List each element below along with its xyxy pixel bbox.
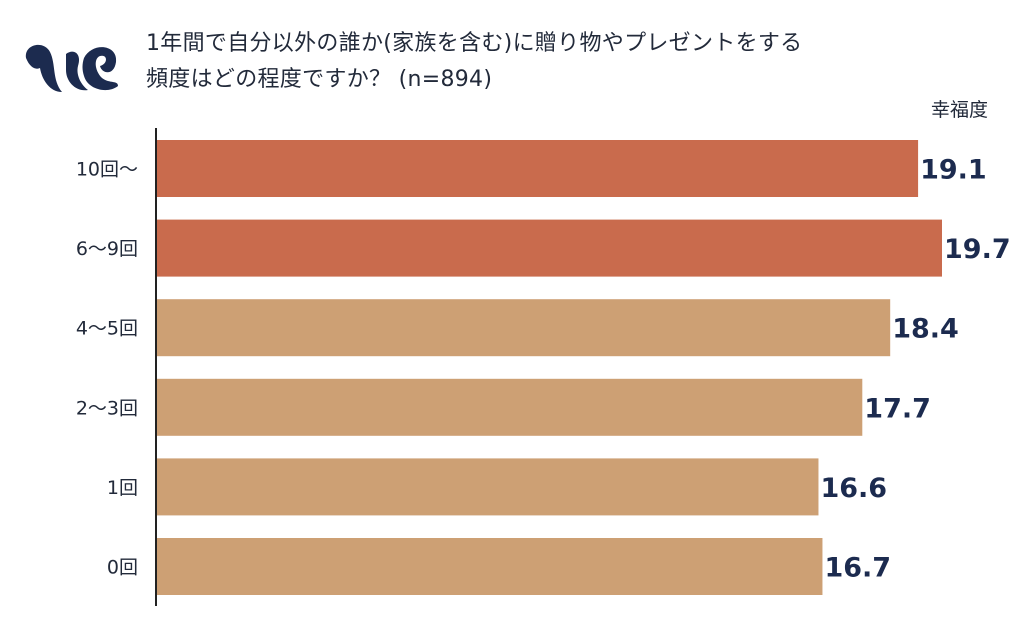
bar-0 <box>157 140 919 197</box>
bar-4 <box>157 458 819 516</box>
category-label-5: 0回 <box>107 557 138 579</box>
bar-1 <box>157 219 942 277</box>
value-label-0: 19.1 <box>920 155 987 186</box>
category-label-3: 2〜3回 <box>76 397 138 419</box>
chart-title: 1年間で自分以外の誰か(家族を含む)に贈り物やプレゼントをする 頻度はどの程度で… <box>146 26 1006 98</box>
value-label-3: 17.7 <box>864 393 931 424</box>
category-label-4: 1回 <box>107 477 138 499</box>
chart-title-line-1: 1年間で自分以外の誰か(家族を含む)に贈り物やプレゼントをする <box>146 31 803 56</box>
bars-group: 10回〜 19.1 6〜9回 19.7 4〜5回 18.4 2〜3回 17.7 1回 16.6 0回… <box>76 140 1011 595</box>
value-label-5: 16.7 <box>824 553 891 584</box>
x-axis-title: 幸福度 <box>931 99 988 121</box>
category-label-1: 6〜9回 <box>76 238 138 260</box>
bar-5 <box>157 538 823 595</box>
category-label-2: 4〜5回 <box>76 318 138 340</box>
category-label-0: 10回〜 <box>76 159 138 181</box>
value-label-2: 18.4 <box>892 314 959 345</box>
brand-logo <box>25 44 118 92</box>
value-label-4: 16.6 <box>820 473 887 504</box>
value-label-1: 19.7 <box>944 234 1011 265</box>
bar-3 <box>157 378 863 436</box>
bar-2 <box>157 299 891 357</box>
chart-title-line-2: 頻度はどの程度ですか？ (n=894) <box>146 67 493 92</box>
